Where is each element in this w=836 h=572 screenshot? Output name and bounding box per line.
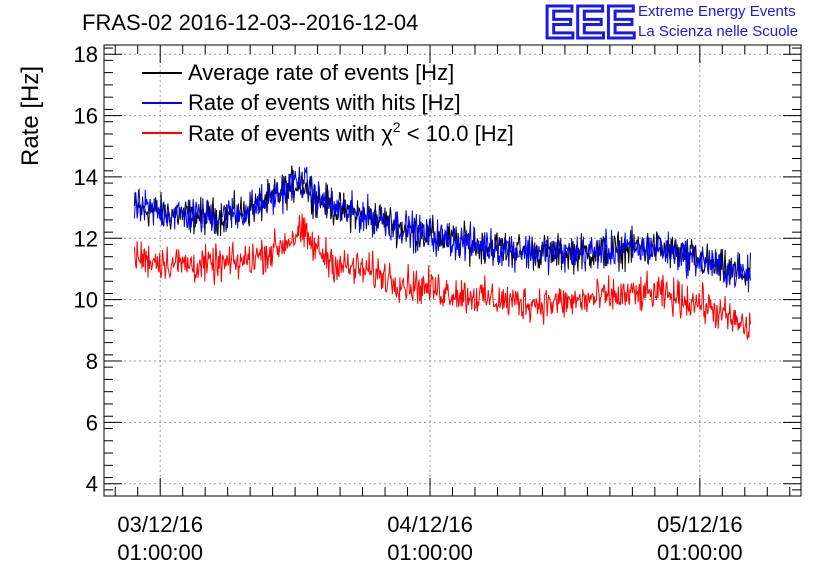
x-tick-label-date: 04/12/16 bbox=[387, 512, 473, 537]
y-axis-label: Rate [Hz] bbox=[17, 66, 44, 166]
eee-logo: EEE Extreme Energy Events La Scienza nel… bbox=[542, 0, 834, 48]
series-line-1 bbox=[133, 166, 751, 293]
legend-chi2-symbol: χ bbox=[381, 121, 393, 146]
x-tick-labels: 03/12/16 01:00:00 04/12/16 01:00:00 05/12/16… bbox=[117, 512, 742, 565]
legend: Average rate of events [Hz] Rate of even… bbox=[142, 60, 514, 146]
x-tick-label-date: 05/12/16 bbox=[657, 512, 743, 537]
legend-chi2-prefix: Rate of events with bbox=[188, 121, 381, 146]
y-tick-label: 4 bbox=[86, 472, 98, 497]
eee-logo-mark: EEE bbox=[542, 0, 637, 48]
legend-label-hits: Rate of events with hits [Hz] bbox=[188, 90, 461, 115]
series-layer bbox=[133, 165, 751, 340]
eee-logo-line1: Extreme Energy Events bbox=[638, 3, 796, 20]
eee-logo-line2: La Scienza nelle Scuole bbox=[638, 23, 799, 40]
x-tick-label-time: 01:00:00 bbox=[387, 540, 473, 565]
axis-ticks bbox=[104, 45, 801, 496]
legend-chi2-superscript: 2 bbox=[393, 119, 401, 135]
y-tick-label: 18 bbox=[74, 42, 98, 67]
y-tick-label: 10 bbox=[74, 288, 98, 313]
y-tick-label: 16 bbox=[74, 104, 98, 129]
y-tick-label: 12 bbox=[74, 226, 98, 251]
chart-title: FRAS-02 2016-12-03--2016-12-04 bbox=[82, 10, 418, 35]
x-tick-label-time: 01:00:00 bbox=[117, 540, 203, 565]
x-tick-label-time: 01:00:00 bbox=[657, 540, 743, 565]
y-tick-labels: 4 6 8 10 12 14 16 18 bbox=[74, 42, 98, 497]
series-line-2 bbox=[133, 213, 751, 340]
y-tick-label: 8 bbox=[86, 349, 98, 374]
grid-lines bbox=[104, 45, 801, 496]
y-tick-label: 14 bbox=[74, 165, 98, 190]
x-tick-label-date: 03/12/16 bbox=[117, 512, 203, 537]
legend-label-chi2: Rate of events with χ2 < 10.0 [Hz] bbox=[188, 119, 514, 146]
y-tick-label: 6 bbox=[86, 410, 98, 435]
legend-chi2-suffix: < 10.0 [Hz] bbox=[401, 121, 514, 146]
legend-label-average: Average rate of events [Hz] bbox=[188, 60, 454, 85]
